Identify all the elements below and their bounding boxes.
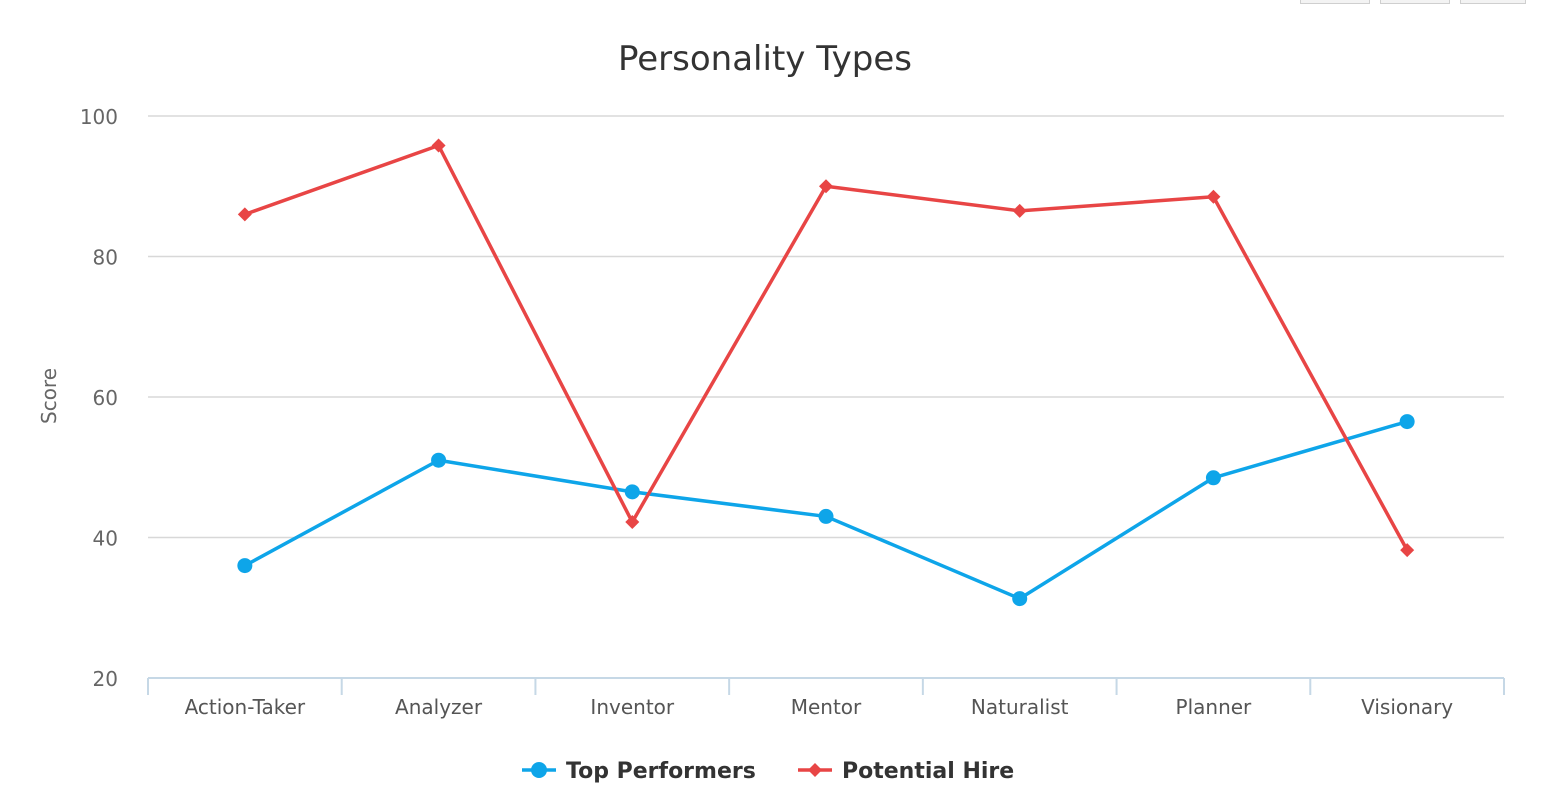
- data-point[interactable]: [1400, 543, 1415, 558]
- x-tick-label: Inventor: [590, 695, 674, 719]
- data-point[interactable]: [1399, 414, 1415, 430]
- x-tick-label: Planner: [1176, 695, 1253, 719]
- legend: Top Performers Potential Hire: [522, 759, 1014, 784]
- y-tick-label: 100: [80, 105, 118, 129]
- series-line: [243, 143, 1409, 552]
- legend-item-2[interactable]: Potential Hire: [798, 759, 1014, 784]
- export-button-3[interactable]: [1460, 0, 1526, 4]
- series-layer: [237, 138, 1415, 607]
- x-tick-label: Analyzer: [395, 695, 483, 719]
- data-point[interactable]: [237, 207, 252, 222]
- x-tick-label: Mentor: [791, 695, 862, 719]
- data-point[interactable]: [819, 179, 833, 194]
- data-point[interactable]: [431, 452, 447, 468]
- data-point[interactable]: [1205, 470, 1221, 486]
- export-button-1[interactable]: [1300, 0, 1370, 4]
- y-tick-label: 60: [93, 386, 118, 410]
- data-point[interactable]: [1012, 591, 1028, 607]
- x-tick-label: Naturalist: [971, 695, 1069, 719]
- data-point[interactable]: [624, 484, 640, 500]
- x-axis: [147, 677, 1505, 695]
- legend-marker-diamond-icon: [808, 763, 822, 777]
- x-tick-label: Visionary: [1361, 695, 1453, 719]
- y-tick-label: 80: [93, 246, 118, 270]
- legend-item-1[interactable]: Top Performers: [522, 759, 756, 784]
- data-point[interactable]: [818, 508, 834, 524]
- data-point[interactable]: [1012, 203, 1027, 218]
- series-1: [237, 414, 1415, 607]
- data-point[interactable]: [1206, 189, 1221, 204]
- y-axis-title: Score: [37, 368, 61, 424]
- data-point[interactable]: [237, 558, 253, 574]
- x-tick-label: Action-Taker: [185, 695, 306, 719]
- export-button-2[interactable]: [1380, 0, 1450, 4]
- data-point[interactable]: [431, 138, 446, 153]
- series-2: [237, 138, 1415, 558]
- legend-label: Top Performers: [566, 759, 756, 784]
- y-tick-label: 40: [93, 527, 118, 551]
- y-axis-tick-labels: 20 40 60 80 100: [80, 105, 118, 691]
- legend-label: Potential Hire: [842, 759, 1014, 784]
- y-tick-label: 20: [93, 667, 118, 691]
- gridlines: [148, 115, 1504, 539]
- legend-marker-circle-icon: [531, 762, 547, 778]
- chart-title: Personality Types: [618, 39, 912, 79]
- x-axis-tick-labels: Action-Taker Analyzer Inventor Mentor Natura…: [185, 695, 1454, 719]
- data-point[interactable]: [625, 515, 640, 530]
